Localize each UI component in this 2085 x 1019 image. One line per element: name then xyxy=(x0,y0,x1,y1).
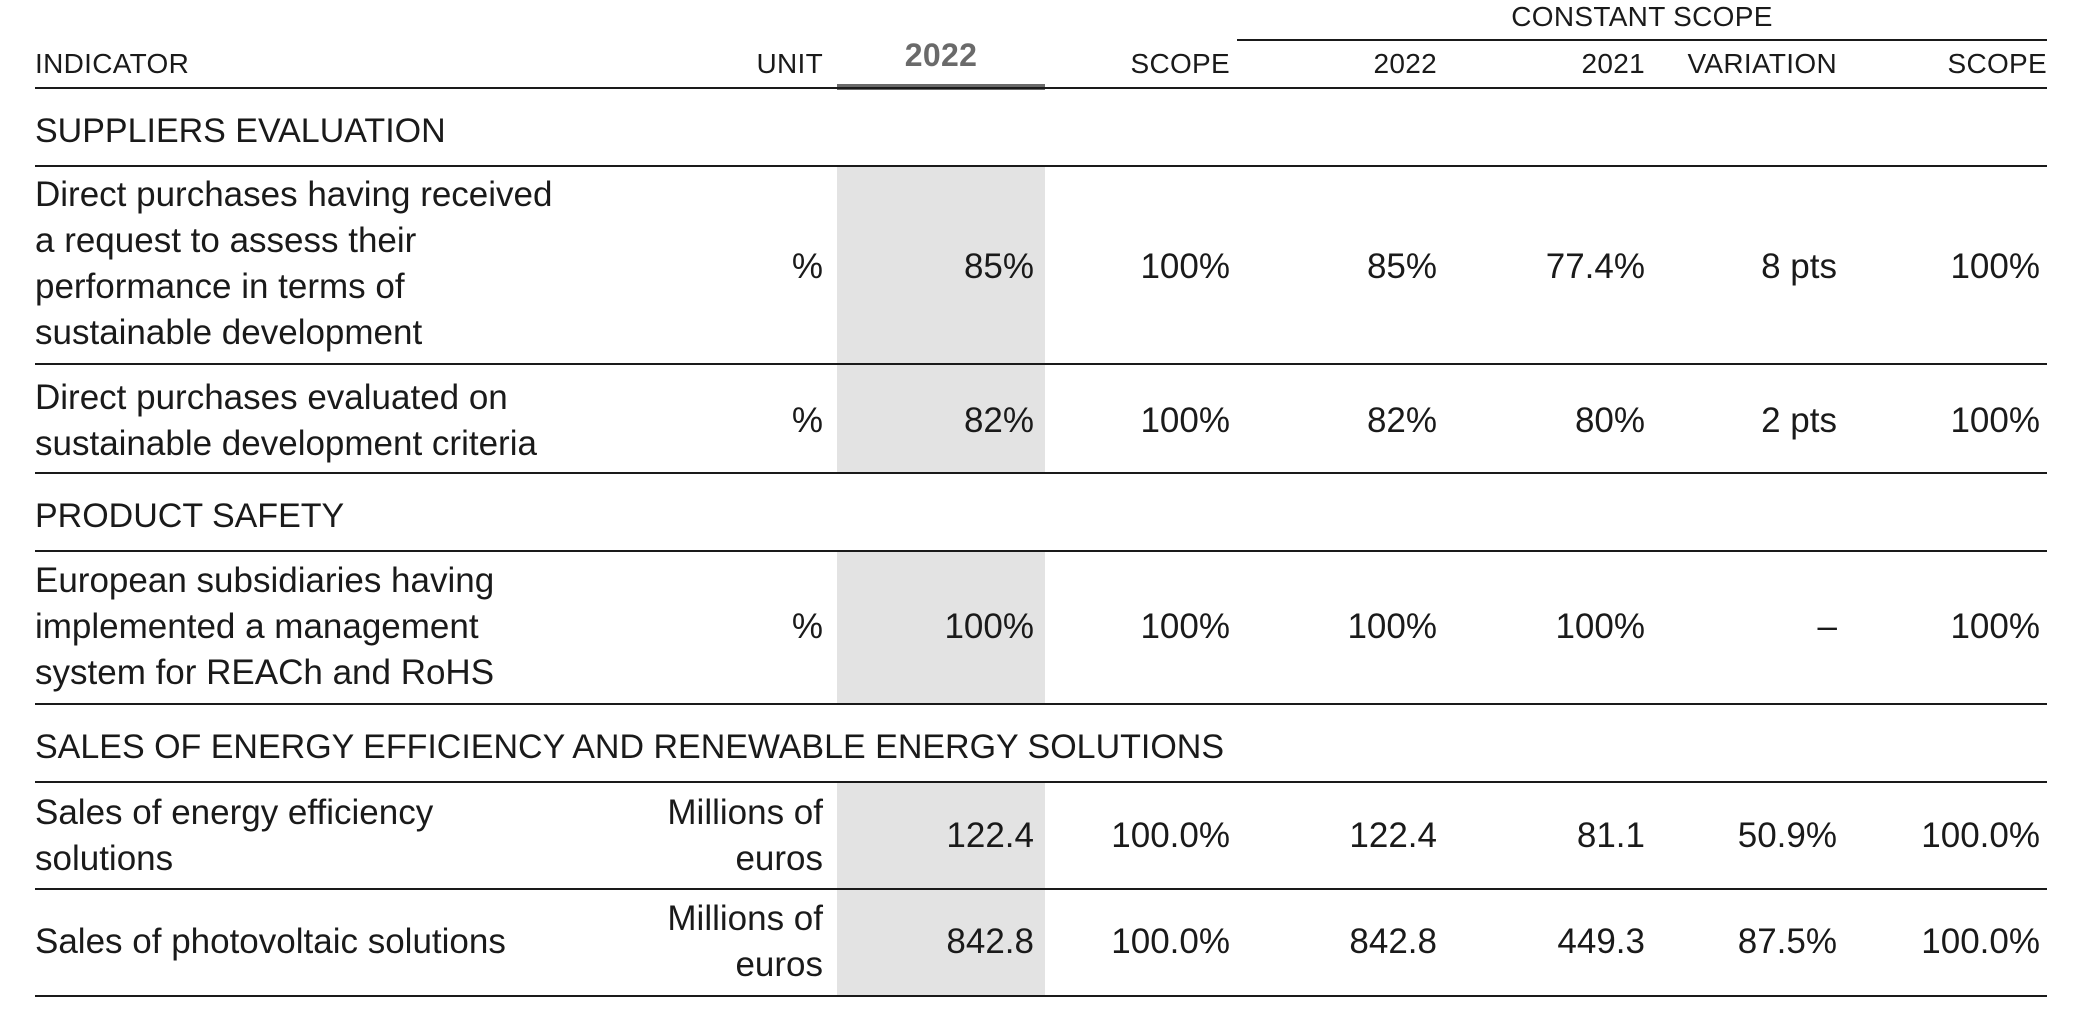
value-cs-scope: 100% xyxy=(1950,607,2040,646)
row-rule xyxy=(35,363,2047,365)
header-cs-2022: 2022 xyxy=(1373,48,1437,79)
row-rule xyxy=(35,888,2047,890)
section-title-suppliers: SUPPLIERS EVALUATION xyxy=(35,112,446,150)
indicator-label: Direct purchases evaluated on sustainabl… xyxy=(35,378,537,463)
indicator-label: Sales of photovoltaic solutions xyxy=(35,922,506,961)
value-variation: 50.9% xyxy=(1737,816,1837,855)
value-cs-2022: 85% xyxy=(1366,247,1437,286)
section-title-product-safety: PRODUCT SAFETY xyxy=(35,497,345,535)
value-cs-scope: 100% xyxy=(1950,247,2040,286)
header-rule xyxy=(35,87,2047,89)
value-scope: 100.0% xyxy=(1111,922,1230,961)
value-cs-2021: 81.1 xyxy=(1576,816,1645,855)
indicators-table: CONSTANT SCOPE INDICATOR UNIT 2022 SCOPE… xyxy=(35,0,2047,1019)
value-cs-2021: 77.4% xyxy=(1545,247,1645,286)
header-unit: UNIT xyxy=(756,48,823,79)
section-rule xyxy=(35,165,2047,167)
header-cs-2021: 2021 xyxy=(1581,48,1645,79)
value-variation: 87.5% xyxy=(1737,922,1837,961)
row-rule xyxy=(35,703,2047,705)
indicator-label: Sales of energy efficiency solutions xyxy=(35,793,434,878)
constant-scope-rule xyxy=(1237,39,2047,41)
value-cs-2022: 842.8 xyxy=(1349,922,1437,961)
value-scope: 100% xyxy=(1140,401,1230,440)
value-cs-scope: 100.0% xyxy=(1921,922,2040,961)
unit-cell: % xyxy=(791,607,823,646)
value-cs-2021: 449.3 xyxy=(1557,922,1645,961)
value-2022: 82% xyxy=(963,401,1034,440)
constant-scope-header: CONSTANT SCOPE xyxy=(1511,1,1773,32)
highlight-cell xyxy=(837,890,1045,995)
header-indicator: INDICATOR xyxy=(35,48,190,79)
highlight-cell xyxy=(837,365,1045,472)
value-variation: – xyxy=(1817,607,1837,646)
value-2022: 842.8 xyxy=(946,922,1034,961)
value-2022: 122.4 xyxy=(946,816,1034,855)
unit-cell: % xyxy=(791,247,823,286)
highlight-cell xyxy=(837,167,1045,363)
value-cs-2021: 100% xyxy=(1555,607,1645,646)
value-2022: 85% xyxy=(963,247,1034,286)
value-cs-2022: 82% xyxy=(1366,401,1437,440)
value-scope: 100.0% xyxy=(1111,816,1230,855)
value-cs-2021: 80% xyxy=(1574,401,1645,440)
header-scope: SCOPE xyxy=(1130,48,1230,79)
highlight-cell xyxy=(837,783,1045,888)
unit-cell: Millions of euros xyxy=(667,899,823,984)
header-cs-scope: SCOPE xyxy=(1947,48,2047,79)
section-rule xyxy=(35,781,2047,783)
row-rule xyxy=(35,472,2047,474)
table-bottom-rule xyxy=(35,995,2047,997)
header-cs-variation: VARIATION xyxy=(1687,48,1837,79)
value-cs-2022: 100% xyxy=(1347,607,1437,646)
header-year-2022: 2022 xyxy=(904,37,978,73)
indicator-label: European subsidiaries having implemented… xyxy=(35,561,495,692)
value-cs-scope: 100% xyxy=(1950,401,2040,440)
section-rule xyxy=(35,550,2047,552)
value-2022: 100% xyxy=(944,607,1034,646)
unit-cell: % xyxy=(791,401,823,440)
section-title-energy-sales: SALES OF ENERGY EFFICIENCY AND RENEWABLE… xyxy=(35,728,1225,766)
highlight-cell xyxy=(837,552,1045,703)
value-variation: 2 pts xyxy=(1761,401,1837,440)
value-variation: 8 pts xyxy=(1761,247,1837,286)
value-cs-scope: 100.0% xyxy=(1921,816,2040,855)
value-scope: 100% xyxy=(1140,247,1230,286)
indicator-label: Direct purchases having received a reque… xyxy=(35,175,553,352)
value-scope: 100% xyxy=(1140,607,1230,646)
value-cs-2022: 122.4 xyxy=(1349,816,1437,855)
unit-cell: Millions of euros xyxy=(667,793,823,878)
